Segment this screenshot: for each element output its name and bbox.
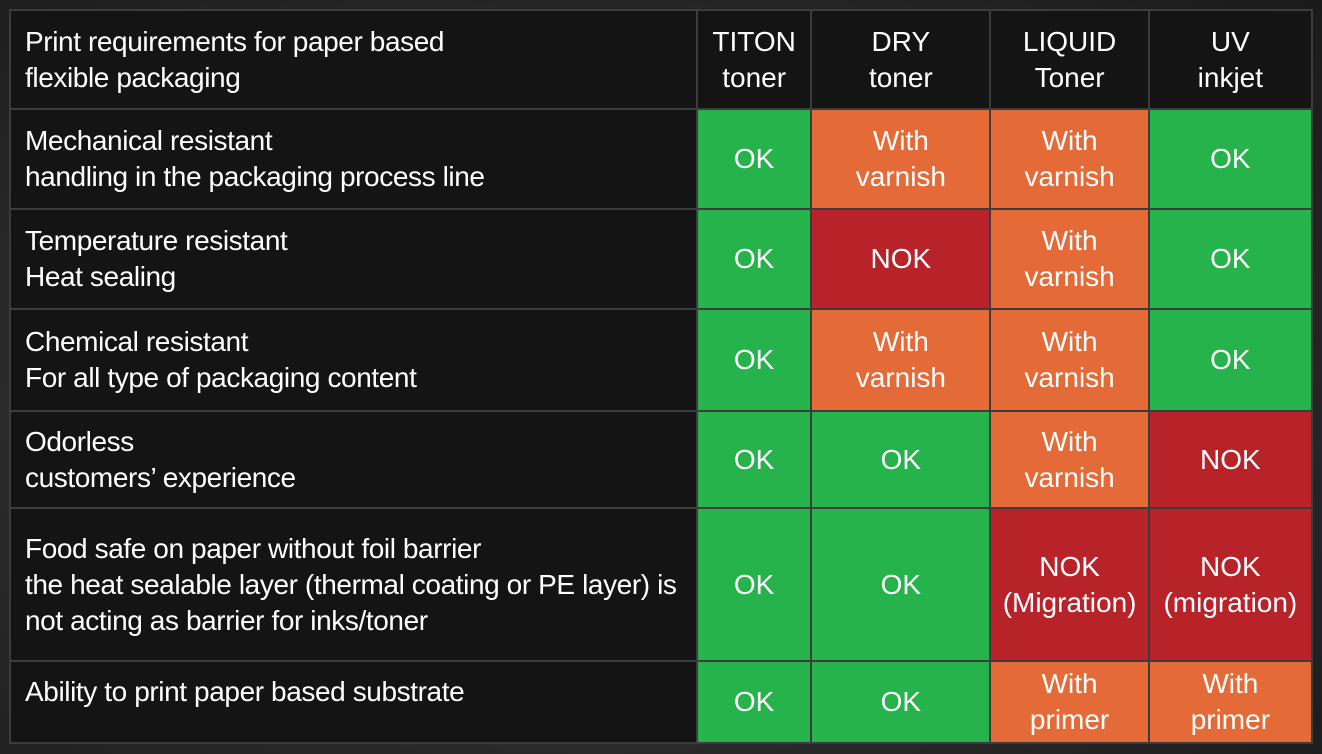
status-cell-dry-toner: OK xyxy=(810,507,992,662)
status-cell-liquid-toner: With varnish xyxy=(989,308,1150,412)
table-row: Temperature resistant Heat sealing OK NOK Wi… xyxy=(8,208,1314,310)
requirement-cell: Temperature resistant Heat sealing xyxy=(8,208,699,310)
status-cell-liquid-toner: With varnish xyxy=(989,108,1150,210)
status-text: OK xyxy=(733,344,775,375)
status-cell-dry-toner: OK xyxy=(810,410,992,509)
status-text: OK xyxy=(733,143,775,174)
comparison-table: Print requirements for paper based flexi… xyxy=(8,9,1314,744)
column-header-titon-toner: TITON toner xyxy=(696,9,813,110)
status-text: NOK xyxy=(870,243,932,274)
requirement-text: handling in the packaging process line xyxy=(25,161,485,192)
table-row: Mechanical resistant handling in the pack… xyxy=(8,108,1314,210)
column-header-dry-toner: DRY toner xyxy=(810,9,992,110)
status-text: With xyxy=(1202,668,1259,699)
status-text: OK xyxy=(880,686,922,717)
requirement-text: Odorless xyxy=(25,425,134,457)
status-cell-dry-toner: OK xyxy=(810,660,992,744)
status-cell-liquid-toner: NOK (Migration) xyxy=(989,507,1150,662)
status-text: With xyxy=(1041,326,1098,357)
status-cell-uv-inkjet: OK xyxy=(1147,308,1314,412)
status-cell-titon-toner: OK xyxy=(696,108,813,210)
status-text: With xyxy=(872,125,929,156)
status-cell-titon-toner: OK xyxy=(696,410,813,509)
column-header-uv-inkjet: UV inkjet xyxy=(1147,9,1314,110)
status-text: With xyxy=(872,326,929,357)
requirement-text: Ability to print paper based substrate xyxy=(25,676,465,707)
requirement-text: customers’ experience xyxy=(25,461,296,493)
status-text: NOK xyxy=(1039,550,1100,582)
status-cell-dry-toner: With varnish xyxy=(810,108,992,210)
status-cell-uv-inkjet: OK xyxy=(1147,208,1314,310)
status-text: primer xyxy=(1029,704,1110,735)
requirements-header: Print requirements for paper based flexi… xyxy=(8,9,699,110)
status-text: OK xyxy=(1210,243,1251,274)
requirement-text: the heat sealable layer (thermal coating… xyxy=(25,568,677,600)
status-cell-titon-toner: OK xyxy=(696,308,813,412)
status-cell-uv-inkjet: OK xyxy=(1147,108,1314,210)
status-text: OK xyxy=(733,686,775,717)
status-text: varnish xyxy=(855,161,946,192)
table-row: Ability to print paper based substrate OK… xyxy=(8,660,1314,744)
column-header-liquid-toner: LIQUID Toner xyxy=(989,9,1150,110)
status-text: With xyxy=(1041,225,1098,256)
requirement-text: Heat sealing xyxy=(25,261,176,292)
status-text: (migration) xyxy=(1163,586,1298,618)
table-row: Odorless customers’ experience OK OK With var… xyxy=(8,410,1314,509)
status-text: primer xyxy=(1190,704,1271,735)
status-text: OK xyxy=(880,443,922,475)
status-text: OK xyxy=(733,243,775,274)
requirement-text: For all type of packaging content xyxy=(25,362,417,393)
status-cell-uv-inkjet: NOK (migration) xyxy=(1147,507,1314,662)
status-text: OK xyxy=(1210,143,1251,174)
status-cell-dry-toner: With varnish xyxy=(810,308,992,412)
status-text: OK xyxy=(880,568,922,600)
status-text: (Migration) xyxy=(1002,586,1137,618)
requirement-text: Food safe on paper without foil barrier xyxy=(25,532,481,564)
status-text: varnish xyxy=(1024,261,1115,292)
requirement-cell: Odorless customers’ experience xyxy=(8,410,699,509)
requirement-cell: Mechanical resistant handling in the pack… xyxy=(8,108,699,210)
requirement-text: Temperature resistant xyxy=(25,225,288,256)
status-text: NOK xyxy=(1200,443,1261,475)
status-text: OK xyxy=(733,443,775,475)
status-text: varnish xyxy=(1024,362,1115,393)
status-cell-uv-inkjet: NOK xyxy=(1147,410,1314,509)
header-row: Print requirements for paper based flexi… xyxy=(8,9,1314,110)
status-text: varnish xyxy=(1024,161,1115,192)
requirement-text: not acting as barrier for inks/toner xyxy=(25,604,428,636)
status-text: With xyxy=(1041,425,1098,457)
status-cell-liquid-toner: With varnish xyxy=(989,208,1150,310)
status-text: varnish xyxy=(855,362,946,393)
status-cell-liquid-toner: With varnish xyxy=(989,410,1150,509)
status-text: OK xyxy=(733,568,775,600)
status-cell-uv-inkjet: With primer xyxy=(1147,660,1314,744)
status-text: varnish xyxy=(1024,461,1115,493)
status-cell-dry-toner: NOK xyxy=(810,208,992,310)
status-text: NOK xyxy=(1200,550,1261,582)
table-row: Food safe on paper without foil barrier t… xyxy=(8,507,1314,662)
table-row: Chemical resistant For all type of packag… xyxy=(8,308,1314,412)
requirement-cell: Chemical resistant For all type of packag… xyxy=(8,308,699,412)
requirement-cell: Ability to print paper based substrate xyxy=(8,660,699,744)
status-text: With xyxy=(1041,668,1098,699)
status-cell-titon-toner: OK xyxy=(696,208,813,310)
status-cell-titon-toner: OK xyxy=(696,507,813,662)
status-cell-titon-toner: OK xyxy=(696,660,813,744)
status-cell-liquid-toner: With primer xyxy=(989,660,1150,744)
requirement-text: Chemical resistant xyxy=(25,326,249,357)
requirement-cell: Food safe on paper without foil barrier t… xyxy=(8,507,699,662)
status-text: With xyxy=(1041,125,1098,156)
requirement-text: Mechanical resistant xyxy=(25,125,273,156)
status-text: OK xyxy=(1210,344,1251,375)
